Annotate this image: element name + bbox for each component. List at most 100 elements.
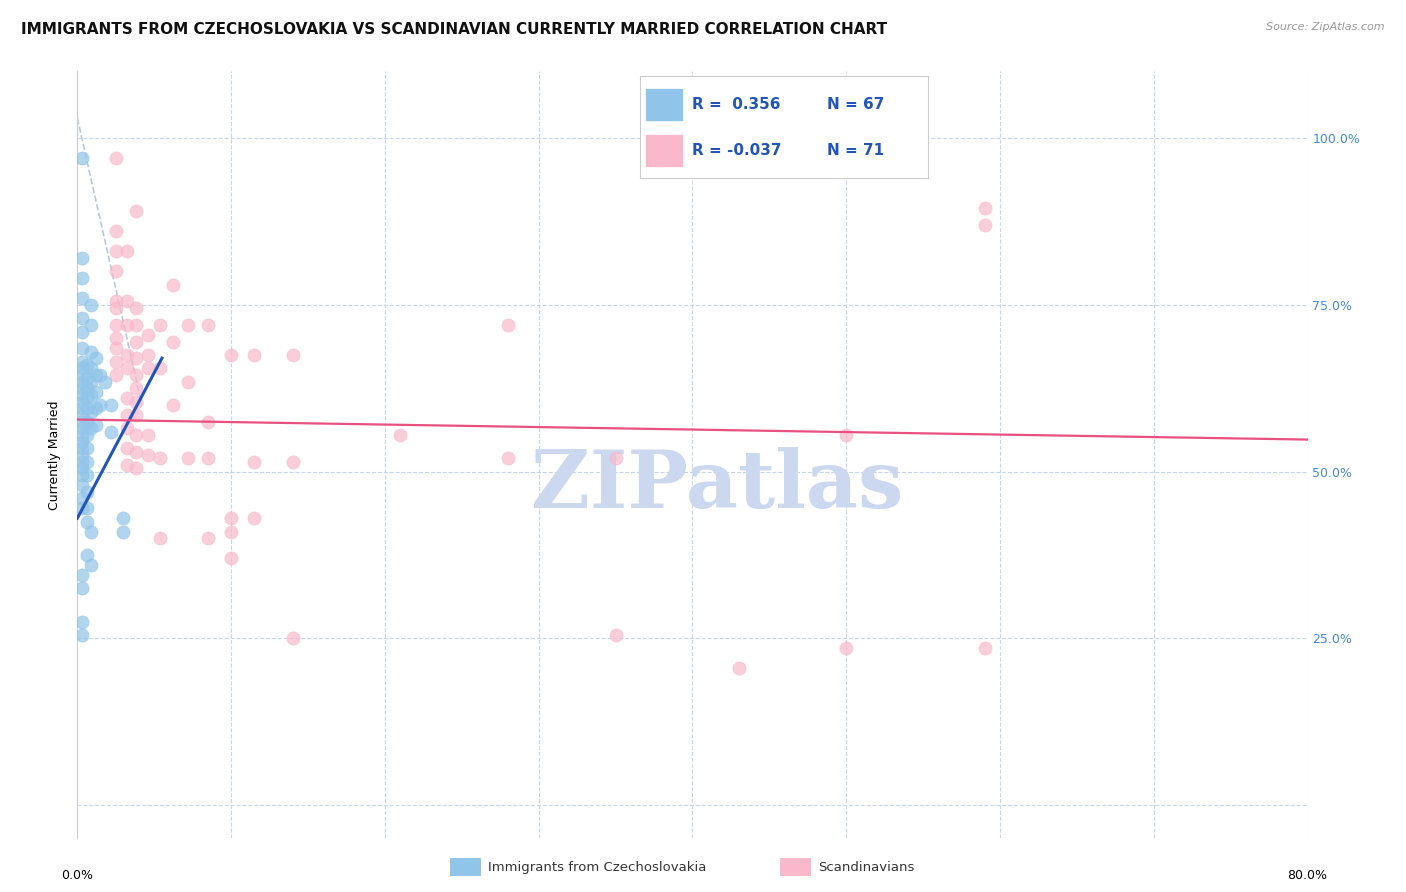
Text: N = 67: N = 67 bbox=[827, 97, 884, 112]
Point bbox=[125, 318, 148, 332]
Point bbox=[496, 451, 519, 466]
Point bbox=[389, 428, 412, 442]
Point bbox=[70, 501, 93, 516]
Point bbox=[76, 442, 98, 456]
Point bbox=[281, 348, 304, 362]
Point bbox=[835, 641, 858, 656]
Point bbox=[76, 515, 98, 529]
Point bbox=[76, 381, 98, 395]
Point bbox=[125, 368, 148, 382]
Point bbox=[100, 425, 122, 439]
Point bbox=[104, 264, 127, 278]
Point bbox=[115, 408, 138, 422]
Point bbox=[70, 341, 93, 355]
Point bbox=[76, 484, 98, 499]
Point bbox=[70, 408, 93, 422]
Point bbox=[149, 318, 172, 332]
Point bbox=[70, 388, 93, 402]
Point bbox=[70, 448, 93, 462]
Point bbox=[115, 294, 138, 309]
Point bbox=[70, 467, 93, 482]
Point bbox=[84, 351, 107, 366]
Point bbox=[70, 251, 93, 265]
Point bbox=[112, 511, 135, 525]
Point bbox=[76, 454, 98, 468]
Point bbox=[727, 661, 749, 675]
Point bbox=[70, 151, 93, 165]
Point bbox=[496, 318, 519, 332]
Point bbox=[80, 344, 103, 359]
Text: ZIPatlas: ZIPatlas bbox=[531, 447, 903, 524]
Point bbox=[973, 201, 995, 215]
Text: IMMIGRANTS FROM CZECHOSLOVAKIA VS SCANDINAVIAN CURRENTLY MARRIED CORRELATION CHA: IMMIGRANTS FROM CZECHOSLOVAKIA VS SCANDI… bbox=[21, 22, 887, 37]
Point bbox=[70, 291, 93, 305]
Point bbox=[219, 551, 242, 566]
Point bbox=[70, 361, 93, 376]
Point bbox=[177, 451, 200, 466]
Point bbox=[162, 334, 184, 349]
Point bbox=[115, 361, 138, 376]
Point bbox=[70, 442, 93, 456]
Point bbox=[243, 511, 266, 525]
Point bbox=[219, 524, 242, 539]
Text: Immigrants from Czechoslovakia: Immigrants from Czechoslovakia bbox=[488, 861, 706, 873]
Point bbox=[70, 491, 93, 506]
Point bbox=[80, 558, 103, 572]
Point bbox=[112, 524, 135, 539]
Point bbox=[70, 428, 93, 442]
Point bbox=[70, 568, 93, 582]
Point bbox=[70, 354, 93, 368]
Y-axis label: Currently Married: Currently Married bbox=[48, 401, 62, 509]
Point bbox=[84, 368, 107, 382]
Point bbox=[80, 404, 103, 418]
Point bbox=[125, 394, 148, 409]
Point bbox=[125, 428, 148, 442]
Point bbox=[70, 454, 93, 468]
Text: 80.0%: 80.0% bbox=[1288, 869, 1327, 882]
Point bbox=[70, 415, 93, 429]
Point bbox=[973, 218, 995, 232]
Point bbox=[80, 388, 103, 402]
Point bbox=[84, 401, 107, 416]
Point bbox=[115, 442, 138, 456]
Point bbox=[76, 501, 98, 516]
Point bbox=[80, 375, 103, 389]
Point bbox=[70, 381, 93, 395]
Text: N = 71: N = 71 bbox=[827, 144, 884, 158]
Point bbox=[125, 351, 148, 366]
Point bbox=[70, 401, 93, 416]
Point bbox=[125, 204, 148, 219]
Point bbox=[243, 454, 266, 468]
Point bbox=[197, 415, 219, 429]
Point bbox=[80, 318, 103, 332]
Point bbox=[76, 467, 98, 482]
Point bbox=[70, 434, 93, 449]
Point bbox=[125, 461, 148, 475]
Point bbox=[70, 421, 93, 435]
Point bbox=[136, 361, 159, 376]
Point bbox=[80, 298, 103, 312]
Point bbox=[149, 361, 172, 376]
Point bbox=[104, 244, 127, 259]
Point bbox=[70, 478, 93, 492]
Point bbox=[177, 318, 200, 332]
Point bbox=[104, 294, 127, 309]
Point bbox=[281, 632, 304, 646]
Point bbox=[115, 391, 138, 405]
Point bbox=[125, 444, 148, 458]
Point bbox=[605, 628, 627, 642]
Point bbox=[115, 244, 138, 259]
Point bbox=[177, 375, 200, 389]
Point bbox=[162, 277, 184, 292]
Point bbox=[80, 361, 103, 376]
Point bbox=[104, 318, 127, 332]
Point bbox=[70, 615, 93, 629]
Text: R =  0.356: R = 0.356 bbox=[692, 97, 780, 112]
Point bbox=[70, 311, 93, 326]
Point bbox=[281, 454, 304, 468]
Point bbox=[70, 325, 93, 339]
Point bbox=[76, 371, 98, 385]
Point bbox=[243, 348, 266, 362]
Text: Scandinavians: Scandinavians bbox=[818, 861, 915, 873]
Point bbox=[104, 151, 127, 165]
